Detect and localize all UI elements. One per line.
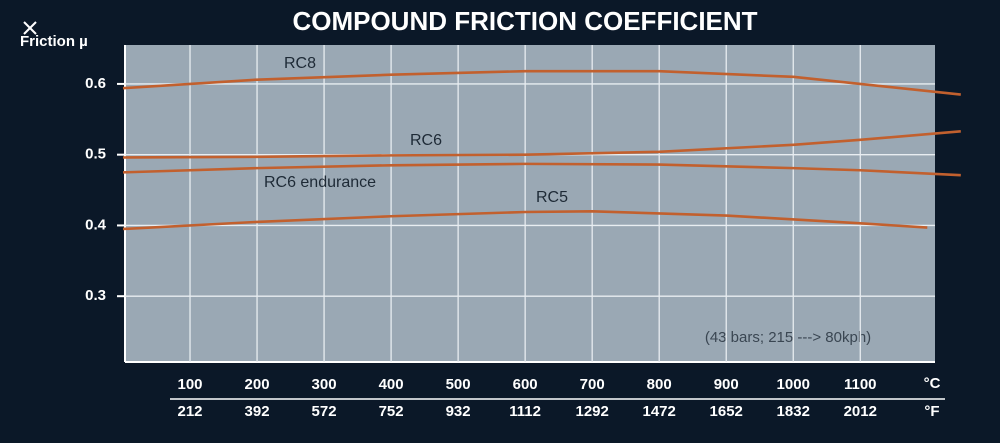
x2-tick-label: 2012: [844, 403, 877, 420]
x-tick-label: 600: [513, 376, 538, 393]
x2-tick-label: 1292: [575, 403, 608, 420]
x2-tick-label: 572: [312, 403, 337, 420]
x-tick-label: 700: [580, 376, 605, 393]
y-tick-label: 0.4: [85, 216, 107, 233]
series-line: [122, 69, 961, 96]
x2-unit: °F: [924, 403, 939, 420]
series-label: RC6 endurance: [264, 174, 376, 191]
close-stroke[interactable]: [23, 21, 37, 35]
series-label: RC6: [410, 132, 442, 149]
annotation: (43 bars; 215 ---> 80kph): [705, 329, 871, 346]
x-unit: °C: [924, 375, 941, 392]
x-tick-label: 1000: [777, 376, 810, 393]
close-icon[interactable]: [23, 21, 37, 35]
x-tick-label: 900: [714, 376, 739, 393]
y-tick-label: 0.3: [85, 287, 106, 304]
x2-tick-label: 1112: [509, 403, 541, 420]
x2-tick-label: 1472: [643, 403, 676, 420]
series-label: RC5: [536, 189, 568, 206]
series-line: [122, 130, 961, 159]
x-tick-label: 800: [647, 376, 672, 393]
x2-tick-label: 752: [379, 403, 404, 420]
x-tick-label: 400: [379, 376, 404, 393]
x-tick-label: 100: [178, 376, 203, 393]
x-tick-label: 300: [312, 376, 337, 393]
x2-tick-label: 212: [178, 403, 203, 420]
x-tick-label: 500: [446, 376, 471, 393]
series-line: [122, 162, 961, 177]
y-axis-label: Friction µ: [20, 33, 88, 50]
y-tick-label: 0.6: [85, 75, 106, 92]
x-tick-label: 1100: [844, 376, 877, 393]
x-tick-label: 200: [245, 376, 270, 393]
x2-tick-label: 932: [446, 403, 471, 420]
chart-title: COMPOUND FRICTION COEFFICIENT: [292, 6, 757, 36]
plot-area: [125, 45, 935, 362]
y-tick-label: 0.5: [85, 146, 106, 163]
x2-tick-label: 1652: [710, 403, 743, 420]
x2-tick-label: 1832: [777, 403, 810, 420]
series-label: RC8: [284, 55, 316, 72]
x2-tick-label: 392: [245, 403, 270, 420]
series-line: [122, 209, 928, 231]
